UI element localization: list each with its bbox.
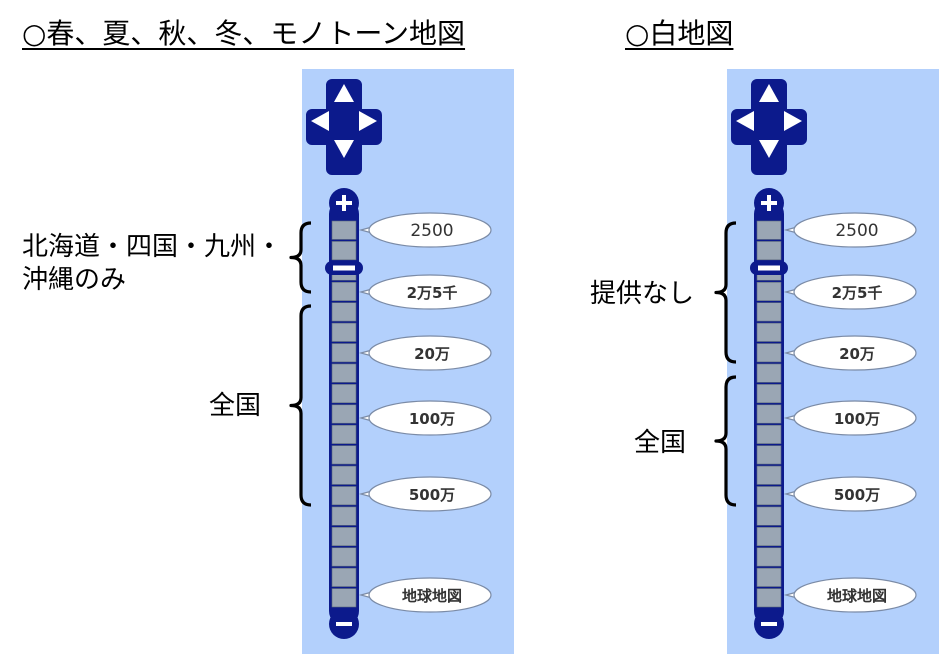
scale-label-2500-text: 2500	[835, 221, 878, 241]
brace-2	[289, 304, 312, 507]
brace-1	[714, 221, 737, 364]
scale-label-globe-text: 地球地図	[402, 587, 462, 605]
zoom-slider-handle-icon[interactable]	[325, 261, 363, 275]
zoom-level-segment[interactable]	[756, 588, 782, 608]
zoom-in-icon[interactable]	[329, 188, 359, 218]
zoom-level-segment[interactable]	[331, 384, 357, 404]
zoom-level-segment[interactable]	[756, 302, 782, 322]
right-annotation-none: 提供なし	[590, 278, 694, 311]
zoom-level-segment[interactable]	[331, 281, 357, 301]
zoom-level-segment[interactable]	[756, 241, 782, 261]
scale-label-2500[interactable]: 2500	[783, 212, 917, 248]
zoom-level-segment[interactable]	[756, 384, 782, 404]
zoom-level-segment[interactable]	[756, 343, 782, 363]
zoom-level-segment[interactable]	[331, 424, 357, 444]
brace-2	[714, 375, 737, 507]
zoom-slider-handle-icon[interactable]	[750, 261, 788, 275]
pan-up-arrow-icon[interactable]	[759, 84, 779, 102]
zoom-level-segment[interactable]	[331, 404, 357, 424]
right-heading: ○白地図	[625, 17, 734, 50]
zoom-level-segment[interactable]	[756, 363, 782, 383]
pan-arrows-icon[interactable]	[731, 79, 807, 175]
scale-label-1million-text: 100万	[409, 410, 455, 428]
left-annotation-national: 全国	[209, 390, 261, 423]
scale-label-5million[interactable]: 500万	[783, 476, 917, 512]
scale-label-1million[interactable]: 100万	[358, 400, 492, 436]
scale-label-200000-text: 20万	[839, 345, 875, 363]
scale-label-1million-text: 100万	[834, 410, 880, 428]
scale-label-5million[interactable]: 500万	[358, 476, 492, 512]
zoom-level-segment[interactable]	[331, 547, 357, 567]
zoom-level-segment[interactable]	[756, 567, 782, 587]
scale-label-globe-text: 地球地図	[827, 587, 887, 605]
pan-left-arrow-icon[interactable]	[736, 111, 754, 131]
zoom-out-icon[interactable]	[329, 609, 359, 639]
left-heading: ○春、夏、秋、冬、モノトーン地図	[22, 17, 466, 50]
pan-down-arrow-icon[interactable]	[334, 140, 354, 158]
zoom-in-icon[interactable]	[754, 188, 784, 218]
pan-arrows-icon[interactable]	[306, 79, 382, 175]
pan-down-arrow-icon[interactable]	[759, 140, 779, 158]
zoom-level-segment[interactable]	[331, 220, 357, 240]
zoom-level-segment[interactable]	[331, 465, 357, 485]
zoom-level-segment[interactable]	[331, 506, 357, 526]
right-annotation-none-text: 提供なし	[590, 279, 695, 309]
left-annotation-regional-line1: 北海道・四国・九州・	[22, 232, 283, 262]
zoom-level-segment[interactable]	[331, 527, 357, 547]
right-annotation-national-text: 全国	[634, 428, 687, 458]
scale-label-200000[interactable]: 20万	[358, 335, 492, 371]
scale-label-2500[interactable]: 2500	[358, 212, 492, 248]
pan-up-arrow-icon[interactable]	[334, 84, 354, 102]
zoom-level-segment[interactable]	[331, 241, 357, 261]
scale-label-2500-text: 2500	[410, 221, 453, 241]
zoom-level-segment[interactable]	[331, 322, 357, 342]
scale-label-200000-text: 20万	[414, 345, 450, 363]
zoom-level-segment[interactable]	[756, 445, 782, 465]
scale-label-25000-text: 2万5千	[832, 284, 883, 302]
zoom-level-segment[interactable]	[756, 220, 782, 240]
scale-label-200000[interactable]: 20万	[783, 335, 917, 371]
zoom-level-segment[interactable]	[756, 486, 782, 506]
scale-label-globe[interactable]: 地球地図	[358, 577, 492, 613]
pan-right-arrow-icon[interactable]	[784, 111, 802, 131]
scale-label-globe[interactable]: 地球地図	[783, 577, 917, 613]
zoom-level-segment[interactable]	[331, 567, 357, 587]
scale-label-5million-text: 500万	[409, 486, 455, 504]
zoom-level-segment[interactable]	[756, 281, 782, 301]
zoom-level-segment[interactable]	[756, 322, 782, 342]
left-annotation-regional-line2: 沖縄のみ	[22, 265, 127, 295]
zoom-level-segment[interactable]	[756, 424, 782, 444]
scale-label-25000-text: 2万5千	[407, 284, 458, 302]
pan-right-arrow-icon[interactable]	[359, 111, 377, 131]
pan-left-arrow-icon[interactable]	[311, 111, 329, 131]
zoom-level-segment[interactable]	[331, 588, 357, 608]
zoom-level-segment[interactable]	[331, 445, 357, 465]
left-annotation-regional: 北海道・四国・九州・ 沖縄のみ	[22, 231, 282, 297]
zoom-level-segment[interactable]	[756, 465, 782, 485]
scale-label-25000[interactable]: 2万5千	[783, 274, 917, 310]
brace-1	[289, 221, 312, 294]
zoom-level-segment[interactable]	[331, 486, 357, 506]
zoom-level-segment[interactable]	[756, 527, 782, 547]
scale-label-5million-text: 500万	[834, 486, 880, 504]
right-annotation-national: 全国	[634, 427, 686, 460]
left-annotation-national-text: 全国	[209, 391, 262, 421]
zoom-level-segment[interactable]	[756, 506, 782, 526]
zoom-level-segment[interactable]	[331, 302, 357, 322]
zoom-out-icon[interactable]	[754, 609, 784, 639]
zoom-level-segment[interactable]	[756, 404, 782, 424]
zoom-level-segment[interactable]	[331, 363, 357, 383]
scale-label-25000[interactable]: 2万5千	[358, 274, 492, 310]
zoom-level-segment[interactable]	[331, 343, 357, 363]
zoom-level-segment[interactable]	[756, 547, 782, 567]
scale-label-1million[interactable]: 100万	[783, 400, 917, 436]
